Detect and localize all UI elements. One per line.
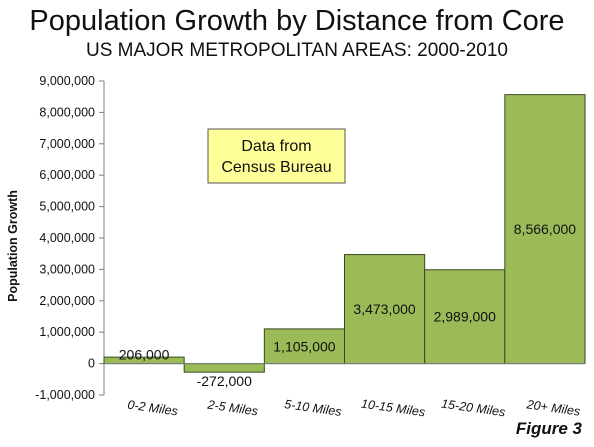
y-tick-label: 0 (88, 357, 95, 371)
annotation-text: Census Bureau (221, 159, 331, 176)
bar-value-label: 206,000 (119, 347, 170, 363)
annotation-text: Data from (241, 138, 311, 155)
x-tick-label: 15-20 Miles (440, 397, 506, 420)
y-tick-label: 8,000,000 (39, 105, 95, 119)
y-tick-label: 1,000,000 (39, 325, 95, 339)
bar-value-label: 3,473,000 (353, 301, 415, 317)
x-tick-label: 2-5 Miles (206, 397, 259, 418)
bar-value-label: 1,105,000 (273, 338, 335, 354)
x-tick-label: 0-2 Miles (127, 398, 179, 419)
figure-label: Figure 3 (515, 419, 582, 438)
bar-value-label: 2,989,000 (434, 309, 496, 325)
y-tick-label: 6,000,000 (39, 168, 95, 182)
x-tick-label: 5-10 Miles (283, 397, 342, 419)
annotation-box (207, 128, 346, 184)
chart-title: Population Growth by Distance from Core (29, 5, 565, 37)
bar (504, 94, 586, 365)
bar (344, 254, 426, 365)
y-tick-label: -1,000,000 (35, 388, 95, 402)
x-tick-label: 10-15 Miles (360, 397, 426, 420)
x-tick-label: 20+ Miles (525, 397, 581, 418)
chart-subtitle: US MAJOR METROPOLITAN AREAS: 2000-2010 (85, 40, 508, 61)
y-tick-label: 2,000,000 (39, 294, 95, 308)
y-tick-label: 5,000,000 (39, 200, 95, 214)
y-tick-label: 9,000,000 (39, 74, 95, 88)
bar (183, 363, 265, 373)
bar-value-label: 8,566,000 (514, 221, 576, 237)
bar-value-label: -272,000 (197, 373, 252, 389)
y-axis-title: Population Growth (6, 190, 20, 302)
y-tick-label: 3,000,000 (39, 262, 95, 276)
y-tick-label: 7,000,000 (39, 137, 95, 151)
y-tick-label: 4,000,000 (39, 231, 95, 245)
